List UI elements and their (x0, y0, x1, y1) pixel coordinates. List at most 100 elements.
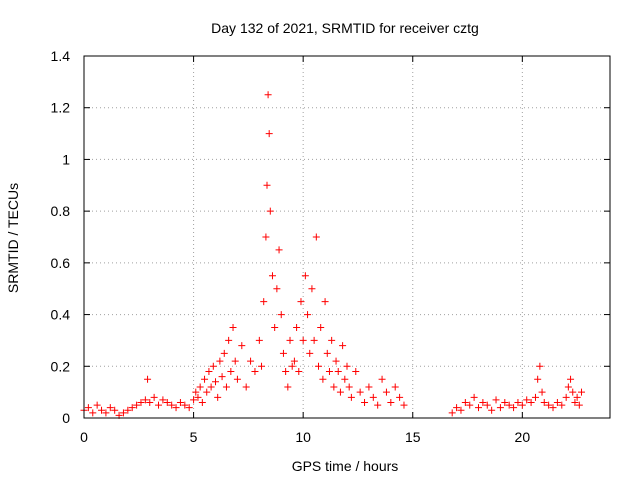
data-point (155, 401, 163, 409)
data-point (356, 388, 364, 396)
data-point (492, 396, 500, 404)
y-tick-label: 0.2 (51, 358, 71, 374)
data-point (578, 388, 586, 396)
data-point (575, 401, 583, 409)
grid-layer (84, 56, 610, 418)
data-point (84, 404, 92, 412)
data-point (220, 349, 228, 357)
data-point (308, 285, 316, 293)
data-point (347, 393, 355, 401)
data-point (98, 406, 106, 414)
data-point (523, 396, 531, 404)
data-point (540, 398, 548, 406)
data-point (400, 401, 408, 409)
data-point (218, 373, 226, 381)
data-point (352, 367, 360, 375)
data-point (369, 393, 377, 401)
data-point (330, 383, 338, 391)
data-point (192, 388, 200, 396)
data-point (163, 398, 171, 406)
data-point (176, 398, 184, 406)
data-point (310, 336, 318, 344)
y-tick-label: 0.6 (51, 255, 71, 271)
data-point (382, 388, 390, 396)
x-tick-label: 5 (190, 429, 198, 445)
data-point (304, 311, 312, 319)
data-point (527, 398, 535, 406)
data-point (265, 130, 273, 138)
data-point (264, 91, 272, 99)
data-point (295, 367, 303, 375)
data-point (549, 404, 557, 412)
data-point (319, 375, 327, 383)
data-point (301, 272, 309, 280)
data-point (209, 362, 217, 370)
data-point (343, 362, 351, 370)
data-point (323, 349, 331, 357)
data-point (466, 401, 474, 409)
data-point (571, 398, 579, 406)
data-point (306, 349, 314, 357)
data-point (266, 207, 274, 215)
data-point (258, 362, 266, 370)
data-point (315, 362, 323, 370)
data-point (290, 357, 298, 365)
data-point (159, 396, 167, 404)
data-point (496, 404, 504, 412)
data-point (345, 383, 353, 391)
data-point (396, 393, 404, 401)
data-point (141, 396, 149, 404)
data-points (80, 91, 586, 419)
data-point (146, 398, 154, 406)
y-tick-label: 0.4 (51, 307, 71, 323)
data-point (453, 404, 461, 412)
data-point (562, 393, 570, 401)
data-point (255, 336, 263, 344)
data-point (242, 383, 250, 391)
data-point (207, 383, 215, 391)
data-point (262, 233, 270, 241)
data-point (514, 398, 522, 406)
data-point (181, 401, 189, 409)
data-point (573, 393, 581, 401)
axis-ticks: 0 0.2 0.4 0.6 0.8 1 1.2 1.4 0 5 10 15 20 (51, 48, 610, 445)
chart-title: Day 132 of 2021, SRMTID for receiver czt… (211, 20, 479, 36)
data-point (227, 367, 235, 375)
data-point (334, 367, 342, 375)
data-point (119, 409, 127, 417)
data-point (341, 375, 349, 383)
data-point (263, 181, 271, 189)
data-point (365, 383, 373, 391)
data-point (128, 404, 136, 412)
data-point (260, 298, 268, 306)
data-point (137, 398, 145, 406)
data-point (268, 272, 276, 280)
data-point (277, 311, 285, 319)
data-point (569, 388, 577, 396)
data-point (564, 383, 572, 391)
data-point (558, 401, 566, 409)
data-point (536, 362, 544, 370)
y-tick-label: 0 (62, 410, 70, 426)
data-point (361, 398, 369, 406)
data-point (212, 378, 219, 386)
data-point (198, 398, 206, 406)
data-point (501, 398, 509, 406)
plot-frame (83, 55, 611, 419)
data-point (299, 336, 307, 344)
data-point (288, 362, 296, 370)
data-point (190, 396, 198, 404)
data-point (194, 393, 202, 401)
x-tick-label: 0 (80, 429, 88, 445)
data-point (106, 404, 114, 412)
data-point (545, 401, 553, 409)
data-point (531, 393, 539, 401)
data-point (293, 324, 301, 331)
data-point (553, 398, 561, 406)
data-point (483, 401, 491, 409)
data-point (510, 404, 518, 412)
data-point (229, 324, 237, 331)
data-point (273, 285, 281, 293)
data-point (196, 383, 204, 391)
